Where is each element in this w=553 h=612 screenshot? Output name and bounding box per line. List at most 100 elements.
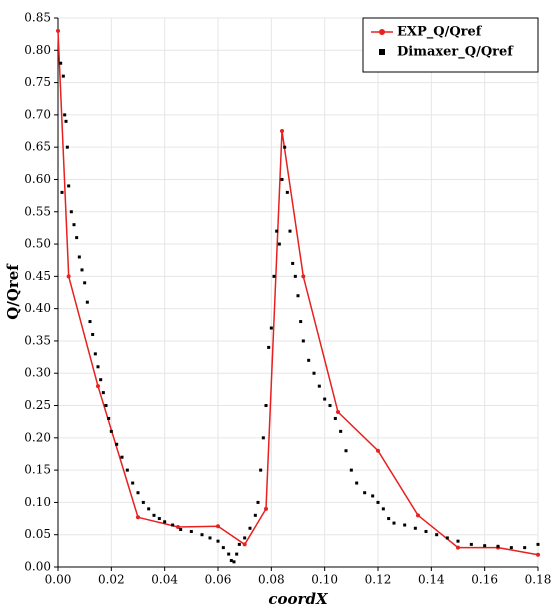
- scatter-point: [264, 404, 268, 408]
- scatter-point: [387, 517, 391, 521]
- scatter-point: [88, 320, 92, 324]
- scatter-point: [355, 481, 359, 485]
- scatter-point: [63, 113, 67, 117]
- scatter-point: [216, 539, 220, 543]
- line-marker: [536, 552, 540, 557]
- scatter-point: [392, 521, 396, 525]
- y-tick-label: 0.25: [24, 398, 51, 412]
- legend-label: Dimaxer_Q/Qref: [397, 45, 514, 60]
- line-marker: [301, 274, 306, 279]
- scatter-point: [237, 542, 241, 546]
- line-marker: [96, 384, 100, 389]
- scatter-point: [101, 391, 105, 395]
- scatter-point: [248, 526, 252, 530]
- scatter-point: [291, 261, 295, 265]
- scatter-point: [363, 491, 367, 495]
- y-tick-label: 0.85: [24, 11, 51, 25]
- scatter-point: [109, 429, 113, 433]
- x-tick-label: 0.02: [98, 573, 125, 587]
- y-tick-label: 0.15: [24, 463, 51, 477]
- scatter-point: [83, 281, 87, 285]
- scatter-point: [285, 190, 289, 194]
- scatter-point: [77, 255, 81, 259]
- scatter-point: [69, 210, 73, 214]
- y-tick-label: 0.75: [24, 75, 51, 89]
- scatter-point: [333, 416, 337, 420]
- y-tick-label: 0.55: [24, 204, 51, 218]
- scatter-point: [91, 332, 95, 336]
- scatter-point: [229, 559, 233, 563]
- line-marker: [216, 524, 220, 529]
- scatter-point: [141, 500, 145, 504]
- scatter-point: [200, 533, 204, 537]
- scatter-point: [299, 320, 303, 324]
- x-tick-label: 0.04: [151, 573, 178, 587]
- x-axis-label: coordX: [268, 590, 329, 608]
- scatter-point: [80, 268, 84, 272]
- scatter-point: [424, 529, 428, 533]
- scatter-point: [288, 229, 292, 233]
- scatter-point: [339, 429, 343, 433]
- line-marker: [136, 515, 140, 520]
- line-marker: [456, 545, 460, 550]
- scatter-point: [136, 491, 140, 495]
- y-tick-label: 0.10: [24, 495, 51, 509]
- scatter-point: [235, 552, 239, 556]
- y-tick-label: 0.35: [24, 333, 51, 347]
- scatter-point: [328, 404, 332, 408]
- scatter-point: [152, 513, 156, 517]
- scatter-point: [496, 544, 500, 548]
- y-tick-label: 0.80: [24, 43, 51, 57]
- scatter-point: [445, 536, 449, 540]
- scatter-point: [189, 529, 193, 533]
- scatter-point: [221, 546, 225, 550]
- y-tick-label: 0.05: [24, 527, 51, 541]
- line-marker: [280, 129, 284, 134]
- scatter-point: [93, 352, 97, 356]
- y-tick-label: 0.50: [24, 237, 51, 251]
- legend-box: [362, 17, 539, 73]
- scatter-point: [403, 523, 407, 527]
- scatter-point: [120, 455, 124, 459]
- scatter-point: [371, 494, 375, 498]
- scatter-point: [381, 507, 385, 511]
- y-tick-label: 0.60: [24, 172, 51, 186]
- scatter-point: [256, 500, 260, 504]
- y-tick-label: 0.30: [24, 366, 51, 380]
- y-tick-label: 0.20: [24, 430, 51, 444]
- scatter-point: [523, 546, 527, 550]
- scatter-point: [107, 416, 111, 420]
- x-tick-label: 0.18: [525, 573, 552, 587]
- scatter-point: [171, 523, 175, 527]
- scatter-point: [99, 378, 103, 382]
- data-line: [57, 30, 539, 556]
- y-axis-label: Q/Qref: [4, 263, 22, 320]
- line-marker: [56, 28, 60, 33]
- scatter-point: [296, 294, 300, 298]
- line-marker: [66, 274, 71, 279]
- scatter-point: [413, 526, 417, 530]
- x-tick-label: 0.16: [471, 573, 498, 587]
- scatter-point: [61, 74, 65, 78]
- legend-marker: [379, 49, 385, 55]
- line-marker: [416, 513, 420, 518]
- scatter-point: [259, 468, 263, 472]
- line-marker: [376, 448, 380, 453]
- x-tick-label: 0.10: [311, 573, 338, 587]
- scatter-point: [261, 436, 265, 440]
- scatter-point: [301, 339, 305, 343]
- scatter-point: [275, 229, 279, 233]
- scatter-point: [272, 274, 276, 278]
- scatter-point: [125, 468, 129, 472]
- line-marker: [264, 506, 268, 511]
- scatter-point: [536, 542, 540, 546]
- scatter-point: [483, 544, 487, 548]
- scatter-point: [280, 177, 284, 181]
- scatter-point: [349, 468, 353, 472]
- scatter-point: [323, 397, 327, 401]
- x-tick-label: 0.00: [45, 573, 72, 587]
- scatter-point: [293, 274, 297, 278]
- scatter-point: [243, 536, 247, 540]
- scatter-point: [75, 236, 79, 240]
- y-tick-label: 0.00: [24, 560, 51, 574]
